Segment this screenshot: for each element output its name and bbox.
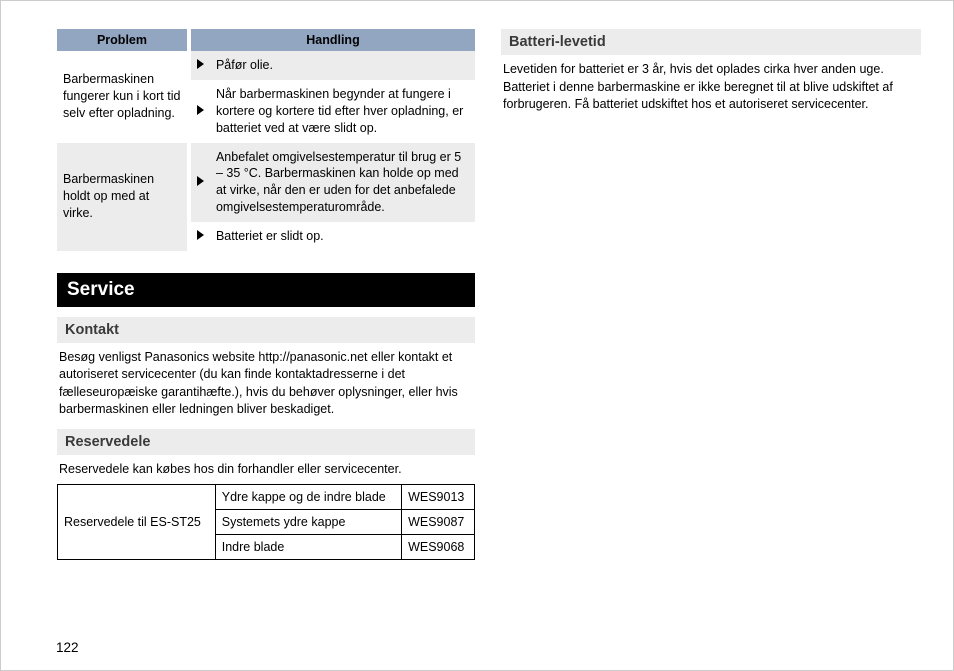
handling-cell: Batteriet er slidt op.: [210, 222, 475, 251]
page: Problem Handling Barbermaskinen fungerer…: [0, 0, 954, 671]
part-code: WES9087: [402, 510, 475, 535]
problem-cell: Barbermaskinen holdt op med at virke.: [57, 143, 189, 251]
bullet-icon: [189, 143, 210, 223]
subsection-reservedele: Reservedele: [57, 429, 475, 455]
left-column: Problem Handling Barbermaskinen fungerer…: [57, 29, 475, 650]
bullet-icon: [189, 51, 210, 80]
battery-body: Levetiden for batteriet er 3 år, hvis de…: [501, 55, 921, 114]
problem-cell: Barbermaskinen fungerer kun i kort tid s…: [57, 51, 189, 143]
part-desc: Indre blade: [215, 535, 401, 560]
page-number: 122: [56, 640, 79, 655]
handling-cell: Når barbermaskinen begynder at fungere i…: [210, 80, 475, 143]
reservedele-body: Reservedele kan købes hos din forhandler…: [57, 455, 475, 479]
handling-cell: Påfør olie.: [210, 51, 475, 80]
part-desc: Systemets ydre kappe: [215, 510, 401, 535]
parts-table: Reservedele til ES‑ST25 Ydre kappe og de…: [57, 484, 475, 560]
part-code: WES9068: [402, 535, 475, 560]
kontakt-body: Besøg venligst Panasonics website http:/…: [57, 343, 475, 419]
th-handling: Handling: [189, 29, 475, 51]
parts-label: Reservedele til ES‑ST25: [58, 485, 216, 560]
part-desc: Ydre kappe og de indre blade: [215, 485, 401, 510]
th-problem: Problem: [57, 29, 189, 51]
right-column: Batteri-levetid Levetiden for batteriet …: [501, 29, 921, 650]
bullet-icon: [189, 80, 210, 143]
part-code: WES9013: [402, 485, 475, 510]
subsection-battery: Batteri-levetid: [501, 29, 921, 55]
handling-cell: Anbefalet omgivelsestemperatur til brug …: [210, 143, 475, 223]
subsection-kontakt: Kontakt: [57, 317, 475, 343]
troubleshooting-table: Problem Handling Barbermaskinen fungerer…: [57, 29, 475, 251]
section-title-service: Service: [57, 273, 475, 307]
bullet-icon: [189, 222, 210, 251]
